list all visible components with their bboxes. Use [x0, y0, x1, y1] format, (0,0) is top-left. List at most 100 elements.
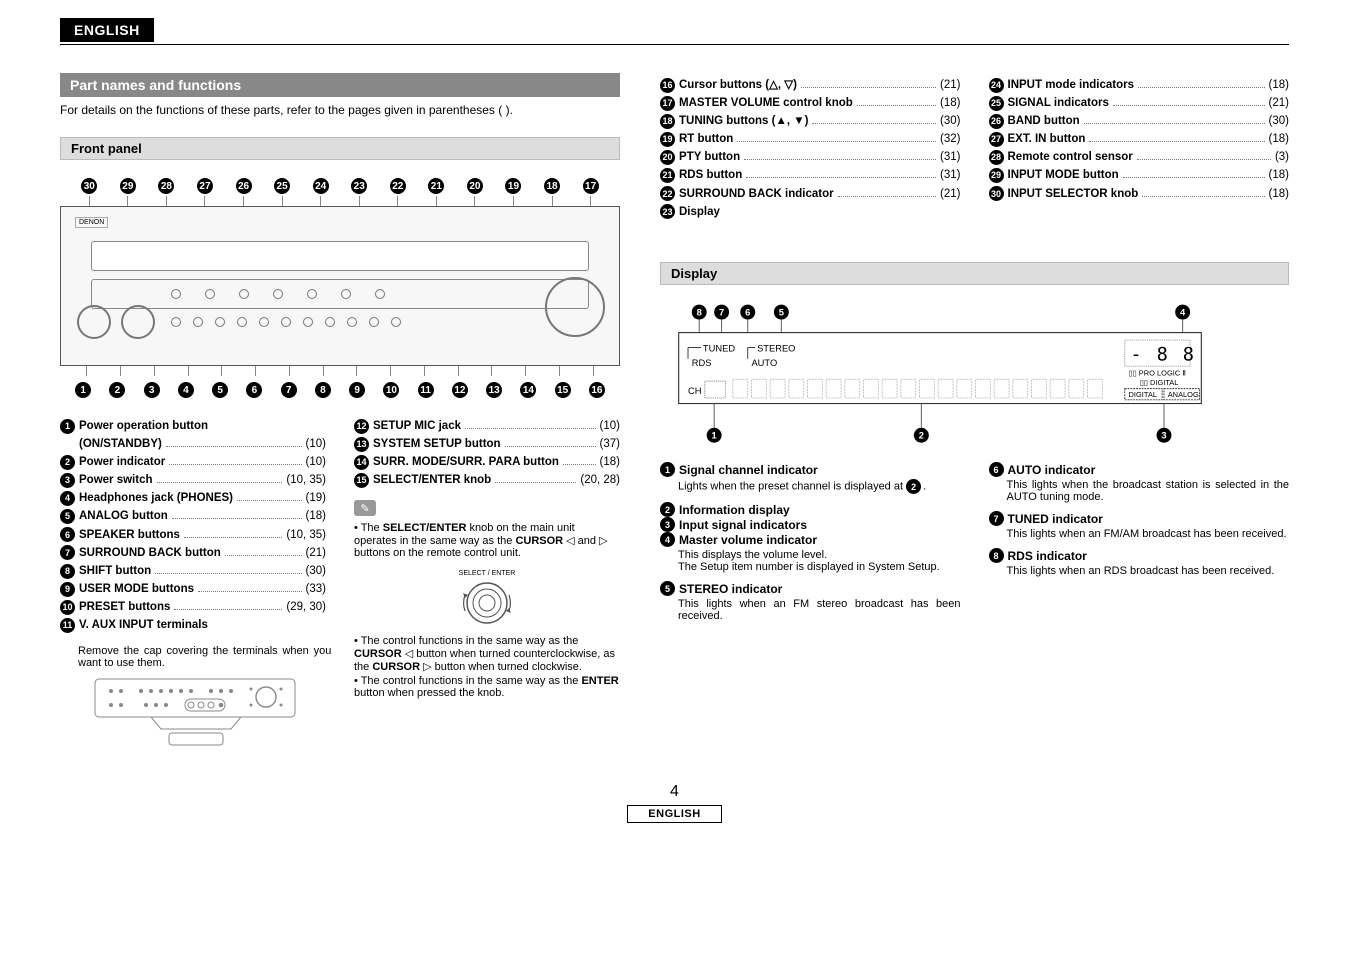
index-number-badge: 1 — [60, 419, 75, 434]
index-row: 7SURROUND BACK button(21) — [60, 545, 326, 561]
callout-badge: 30 — [81, 178, 97, 194]
index-row: 19RT button(32) — [660, 131, 961, 147]
index-number-badge: 12 — [354, 419, 369, 434]
callout-badge: 27 — [197, 178, 213, 194]
page-number: 4 — [60, 783, 1289, 801]
index-page-ref: (18) — [600, 454, 620, 470]
callout-badge: 20 — [467, 178, 483, 194]
index-page-ref: (19) — [306, 490, 326, 506]
index-number-badge: 17 — [660, 96, 675, 111]
index-page-ref: (20, 28) — [580, 472, 620, 488]
index-label: MASTER VOLUME control knob — [679, 95, 853, 111]
index-number-badge: 27 — [989, 132, 1004, 147]
index-row: 3Power switch(10, 35) — [60, 472, 326, 488]
callout-badge: 10 — [383, 382, 399, 398]
index-row: 22 SURROUND BACK indicator (21) — [660, 186, 961, 202]
index-number-badge: 8 — [60, 564, 75, 579]
display-item-header: 6AUTO indicator — [989, 462, 1290, 477]
display-item-body: This lights when an FM/AM broadcast has … — [1007, 528, 1290, 540]
index-row: 13SYSTEM SETUP button(37) — [354, 436, 620, 452]
index-number-badge: 22 — [660, 186, 675, 201]
display-item-header: 8RDS indicator — [989, 548, 1290, 563]
index-label: Power operation button — [79, 418, 208, 434]
index-page-ref: (21) — [940, 186, 960, 202]
svg-text:2: 2 — [919, 430, 924, 440]
index-page-ref: (18) — [1269, 77, 1289, 93]
index-row: 8SHIFT button(30) — [60, 563, 326, 579]
index-row: 20PTY button(31) — [660, 149, 961, 165]
index-row: 26BAND button(30) — [989, 113, 1290, 129]
display-item-body: Lights when the preset channel is displa… — [678, 479, 961, 494]
index-page-ref: (21) — [306, 545, 326, 561]
index-page-ref: (18) — [1269, 186, 1289, 202]
index-number-badge: 16 — [660, 78, 675, 93]
callout-badge: 19 — [505, 178, 521, 194]
index-number-badge: 29 — [989, 168, 1004, 183]
note-icon — [354, 500, 376, 516]
index-label: EXT. IN button — [1008, 131, 1086, 147]
index-number-badge: 26 — [989, 114, 1004, 129]
index-page-ref: (31) — [940, 167, 960, 183]
svg-text:4: 4 — [1180, 307, 1186, 317]
index-number-badge: 14 — [354, 455, 369, 470]
index-number-badge: 5 — [60, 509, 75, 524]
svg-text:6: 6 — [745, 307, 750, 317]
index-label: SURR. MODE/SURR. PARA button — [373, 454, 559, 470]
index-label: INPUT mode indicators — [1008, 77, 1135, 93]
index-page-ref: (30) — [1269, 113, 1289, 129]
index-row: 12 SETUP MIC jack (10) — [354, 418, 620, 434]
index-number-badge: 20 — [660, 150, 675, 165]
index-label: Display — [679, 204, 720, 220]
callout-badge: 14 — [520, 382, 536, 398]
index-label: USER MODE buttons — [79, 581, 194, 597]
display-items-col1: 1Signal channel indicator Lights when the… — [660, 462, 961, 630]
index-number-badge: 10 — [60, 600, 75, 615]
index-row: 23 Display — [660, 204, 961, 220]
index-number-badge: 23 — [660, 204, 675, 219]
index-label: Cursor buttons (△, ▽) — [679, 77, 797, 93]
index-page-ref: (21) — [1269, 95, 1289, 111]
callout-badge: 7 — [281, 382, 297, 398]
index-row: 27EXT. IN button(18) — [989, 131, 1290, 147]
display-item-header: 5STEREO indicator — [660, 581, 961, 596]
index-row: 18TUNING buttons (▲, ▼)(30) — [660, 113, 961, 129]
index-page-ref: (3) — [1275, 149, 1289, 165]
display-item-header: 3Input signal indicators — [660, 517, 961, 532]
svg-text:3: 3 — [1161, 430, 1166, 440]
index-label: SETUP MIC jack — [373, 418, 461, 434]
index-label: Headphones jack (PHONES) — [79, 490, 233, 506]
callout-badge: 23 — [351, 178, 367, 194]
index-row: 2Power indicator(10) — [60, 454, 326, 470]
index-label: PRESET buttons — [79, 599, 170, 615]
index-row: 11V. AUX INPUT terminals — [60, 617, 326, 633]
index-row: (ON/STANDBY)(10) — [60, 436, 326, 452]
index-row: 5ANALOG button(18) — [60, 508, 326, 524]
svg-text:8: 8 — [697, 307, 702, 317]
index-row: 15SELECT/ENTER knob(20, 28) — [354, 472, 620, 488]
index-number-badge: 24 — [989, 78, 1004, 93]
display-item-header: 1Signal channel indicator — [660, 462, 961, 477]
index-column-b: 12 SETUP MIC jack (10) 13SYSTEM SETUP butto… — [354, 416, 620, 701]
display-item-body: This lights when an FM stereo broadcast … — [678, 598, 961, 622]
callout-badge: 25 — [274, 178, 290, 194]
index-label: RT button — [679, 131, 733, 147]
index-page-ref: (10) — [600, 418, 620, 434]
index-page-ref: (37) — [600, 436, 620, 452]
svg-text:1: 1 — [712, 430, 717, 440]
index-label: SURROUND BACK indicator — [679, 186, 834, 202]
index-label: SURROUND BACK button — [79, 545, 221, 561]
index-row: 21RDS button(31) — [660, 167, 961, 183]
index-page-ref: (18) — [1269, 167, 1289, 183]
svg-text:AUTO: AUTO — [751, 358, 777, 368]
section-title-bar: Part names and functions — [60, 73, 620, 97]
index-row: 9USER MODE buttons(33) — [60, 581, 326, 597]
svg-text:7: 7 — [719, 307, 724, 317]
display-item-header: 7TUNED indicator — [989, 511, 1290, 526]
svg-text:- 8 8: - 8 8 — [1130, 344, 1196, 365]
callout-badge: 15 — [555, 382, 571, 398]
svg-text:ANALOG: ANALOG — [1168, 390, 1199, 399]
index-label: PTY button — [679, 149, 740, 165]
callout-badge: 1 — [75, 382, 91, 398]
svg-text:CH: CH — [688, 386, 701, 396]
index-label: V. AUX INPUT terminals — [79, 617, 208, 633]
